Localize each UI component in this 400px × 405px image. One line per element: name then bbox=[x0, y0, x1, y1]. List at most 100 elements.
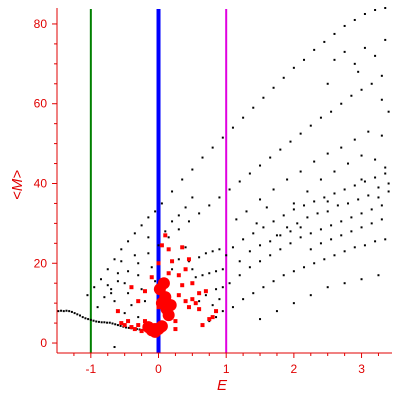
data-point bbox=[149, 275, 154, 280]
data-point bbox=[350, 216, 353, 219]
data-point bbox=[269, 156, 272, 159]
data-point bbox=[157, 277, 170, 290]
data-point bbox=[387, 110, 390, 113]
ticks: -1 0 1 2 3 0 20 40 60 80 bbox=[34, 17, 379, 376]
data-point bbox=[363, 244, 366, 247]
data-point bbox=[316, 212, 319, 215]
data-point bbox=[323, 40, 326, 43]
data-point bbox=[292, 302, 295, 305]
data-point bbox=[279, 148, 282, 151]
data-point bbox=[360, 212, 363, 215]
data-point bbox=[126, 319, 131, 324]
data-point bbox=[187, 220, 190, 223]
data-point bbox=[374, 54, 377, 57]
data-point bbox=[340, 102, 343, 105]
data-point bbox=[186, 257, 191, 262]
data-point bbox=[299, 170, 302, 173]
data-point bbox=[367, 194, 370, 197]
data-point bbox=[116, 324, 119, 327]
data-point bbox=[353, 246, 356, 249]
data-points bbox=[57, 7, 390, 349]
data-point bbox=[99, 278, 102, 281]
data-point bbox=[242, 298, 245, 301]
data-point bbox=[360, 154, 363, 157]
data-point bbox=[198, 300, 201, 303]
data-point bbox=[130, 304, 133, 307]
data-point bbox=[120, 248, 123, 251]
data-point bbox=[211, 146, 214, 149]
data-point bbox=[282, 274, 285, 277]
data-point bbox=[95, 320, 98, 323]
data-point bbox=[106, 268, 109, 271]
data-point bbox=[292, 208, 295, 211]
data-point bbox=[259, 244, 262, 247]
data-point bbox=[201, 156, 204, 159]
data-point bbox=[164, 299, 177, 312]
data-point bbox=[190, 297, 195, 302]
data-point bbox=[138, 328, 141, 331]
data-point bbox=[275, 234, 278, 237]
data-point bbox=[333, 170, 336, 173]
data-point bbox=[248, 266, 251, 269]
data-point bbox=[201, 274, 204, 277]
data-point bbox=[347, 162, 350, 165]
data-point bbox=[221, 136, 224, 139]
data-point bbox=[377, 274, 380, 277]
data-point bbox=[162, 309, 175, 322]
data-point bbox=[286, 178, 289, 181]
data-point bbox=[309, 294, 312, 297]
data-point bbox=[343, 24, 346, 27]
data-point bbox=[340, 220, 343, 223]
y-tick-label: 20 bbox=[34, 256, 48, 270]
data-point bbox=[387, 190, 390, 193]
data-point bbox=[306, 190, 309, 193]
data-point bbox=[370, 222, 373, 225]
y-tick-label: 0 bbox=[40, 336, 47, 350]
data-point bbox=[370, 208, 373, 211]
data-point bbox=[73, 312, 76, 315]
data-point bbox=[166, 271, 171, 276]
data-point bbox=[218, 248, 221, 251]
data-point bbox=[282, 214, 285, 217]
data-point bbox=[323, 196, 326, 199]
data-point bbox=[363, 12, 366, 15]
data-point bbox=[150, 266, 153, 269]
data-point bbox=[127, 270, 130, 273]
data-point bbox=[340, 146, 343, 149]
data-point bbox=[57, 310, 60, 313]
data-point bbox=[303, 204, 306, 207]
data-point bbox=[207, 317, 212, 322]
data-point bbox=[113, 258, 116, 261]
data-point bbox=[330, 224, 333, 227]
data-point bbox=[156, 261, 161, 266]
data-point bbox=[125, 326, 128, 329]
data-point bbox=[147, 252, 150, 255]
x-tick-label: 0 bbox=[155, 362, 162, 376]
data-point bbox=[252, 292, 255, 295]
data-point bbox=[248, 250, 251, 253]
data-point bbox=[191, 196, 194, 199]
data-point bbox=[367, 130, 370, 133]
data-point bbox=[193, 301, 198, 306]
data-point bbox=[133, 254, 136, 257]
data-point bbox=[309, 232, 312, 235]
data-point bbox=[129, 325, 134, 330]
data-point bbox=[289, 242, 292, 245]
data-point bbox=[103, 296, 106, 299]
data-point bbox=[343, 188, 346, 191]
data-point bbox=[228, 188, 231, 191]
data-point bbox=[360, 178, 363, 181]
data-point bbox=[265, 206, 268, 209]
x-tick-label: 2 bbox=[291, 362, 298, 376]
data-point bbox=[184, 246, 187, 249]
data-point bbox=[139, 329, 144, 334]
data-point bbox=[106, 284, 109, 287]
data-point bbox=[136, 323, 141, 328]
data-point bbox=[350, 230, 353, 233]
data-point bbox=[384, 38, 387, 41]
data-point bbox=[147, 236, 150, 239]
data-point bbox=[330, 110, 333, 113]
data-point bbox=[210, 315, 215, 320]
data-point bbox=[231, 306, 234, 309]
data-point bbox=[218, 298, 221, 301]
